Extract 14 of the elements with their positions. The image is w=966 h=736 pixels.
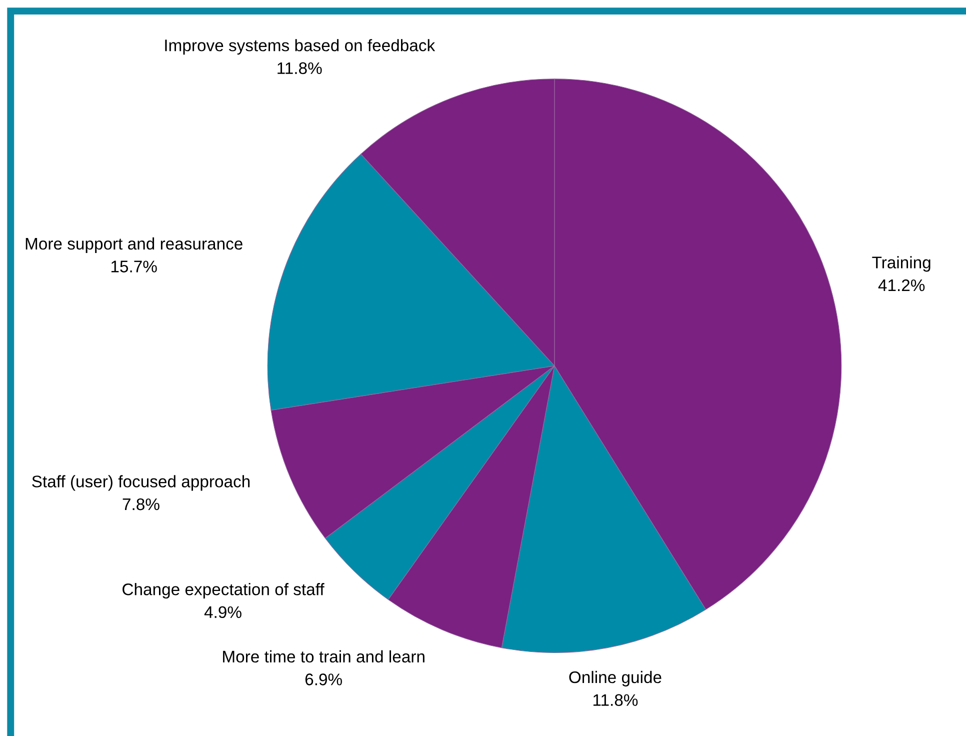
slice-label: Training: [872, 256, 930, 272]
slice-label: More time to train and learn: [223, 650, 424, 663]
slice-label: Online guide: [569, 670, 662, 686]
data-label: 15.7%: [111, 260, 157, 272]
slice-label: More support and reasurance: [26, 237, 242, 253]
data-label: 11.8%: [278, 62, 322, 74]
data-label: 41.2%: [878, 279, 925, 292]
slice-label: Improve systems based on feedback: [165, 39, 436, 55]
data-label: 6.9%: [305, 674, 342, 686]
data-label: 11.8%: [593, 694, 638, 706]
slice-label: Change expectation of staff: [122, 583, 324, 599]
data-label: 7.8%: [122, 498, 160, 510]
slice-label: Staff (user) focused approach: [32, 475, 250, 491]
data-label: 4.9%: [204, 606, 242, 618]
